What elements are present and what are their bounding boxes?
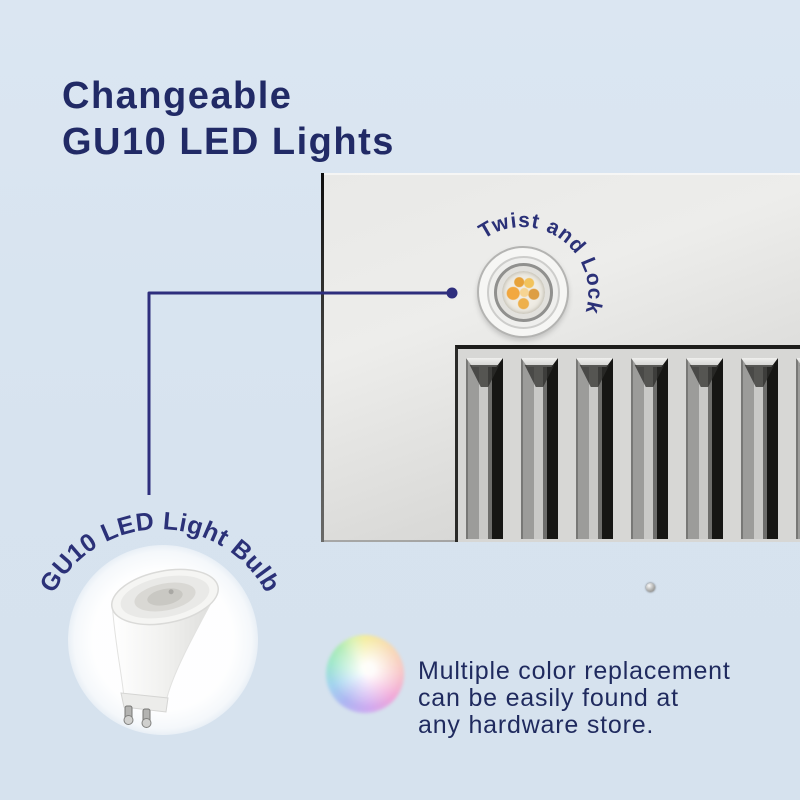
hood-left-edge bbox=[321, 173, 324, 542]
note-line-2: can be easily found at bbox=[418, 684, 679, 712]
bulb-glow-circle bbox=[68, 545, 258, 735]
baffle-slot bbox=[521, 358, 558, 539]
baffle-filter-panel bbox=[455, 345, 800, 542]
baffle-slot bbox=[796, 358, 800, 539]
range-hood-image bbox=[321, 173, 800, 592]
note-line-1: Multiple color replacement bbox=[418, 657, 731, 685]
page-title-line-2: GU10 LED Lights bbox=[62, 121, 395, 164]
note-line-3: any hardware store. bbox=[418, 711, 655, 739]
fixture-inner-ring bbox=[493, 262, 553, 322]
fixture-trim-ring bbox=[486, 255, 560, 329]
baffle-slot bbox=[466, 358, 503, 539]
led-lens bbox=[501, 270, 545, 314]
baffle-slot bbox=[576, 358, 613, 539]
baffle-slot bbox=[631, 358, 668, 539]
color-wheel-icon bbox=[326, 635, 404, 713]
baffle-slot bbox=[741, 358, 778, 539]
baffle-slot bbox=[686, 358, 723, 539]
hood-light-fixture-icon bbox=[477, 246, 569, 338]
screw-icon bbox=[646, 583, 655, 592]
note-text: Multiple color replacement can be easily… bbox=[418, 658, 731, 739]
page-title-line-1: Changeable bbox=[62, 75, 293, 118]
page-title: Changeable GU10 LED Lights bbox=[62, 73, 395, 165]
